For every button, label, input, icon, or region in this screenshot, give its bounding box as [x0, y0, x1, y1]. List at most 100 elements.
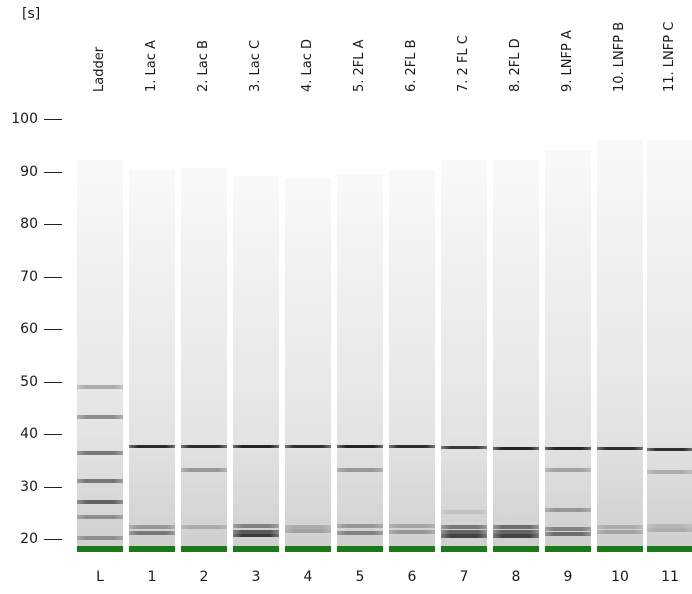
lower-marker-band	[389, 546, 435, 553]
gel-band	[441, 533, 487, 538]
gel-band	[647, 524, 692, 529]
y-tick-mark	[44, 224, 62, 225]
y-tick-label: 100	[11, 111, 38, 127]
lane-label: 4. Lac D	[300, 38, 315, 92]
gel-band	[389, 524, 435, 529]
gel-band	[337, 467, 383, 472]
gel-band	[233, 445, 279, 449]
y-tick-label: 30	[20, 478, 38, 495]
lane-label: 7. 2 FL C	[456, 35, 471, 92]
gel-band	[233, 534, 279, 538]
gel-band	[441, 445, 487, 449]
lower-marker-band	[597, 546, 643, 553]
lane-number: 11	[661, 569, 679, 585]
gel-band	[337, 445, 383, 449]
lower-marker-band	[337, 546, 383, 553]
lower-marker-band	[129, 546, 175, 553]
gel-band	[493, 533, 539, 538]
lower-marker-band	[441, 546, 487, 553]
y-tick-label: 80	[20, 216, 38, 232]
lane-number: L	[96, 569, 104, 585]
gel-band	[647, 469, 692, 474]
gel-band	[181, 525, 227, 530]
y-tick-mark	[44, 276, 62, 278]
gel-band	[337, 530, 383, 535]
lane-label: 2. Lac B	[196, 40, 211, 92]
lane-number: 2	[199, 569, 209, 585]
gel-band	[545, 526, 591, 531]
gel-band	[647, 448, 692, 452]
gel-band	[493, 529, 539, 534]
y-tick-mark	[44, 119, 62, 120]
gel-band	[597, 529, 643, 534]
y-tick-label: 70	[20, 268, 38, 285]
gel-band	[77, 499, 123, 504]
gel-band	[77, 415, 123, 420]
y-tick-label: 90	[20, 163, 38, 180]
gel-band	[389, 445, 435, 449]
lane-number: 1	[147, 569, 157, 585]
lane-label: 8. 2FL D	[508, 38, 523, 92]
lane-label: 11. LNFP C	[662, 21, 677, 92]
gel-band	[441, 509, 487, 514]
y-tick-mark	[44, 381, 62, 383]
gel-band	[181, 445, 227, 449]
gel-band	[285, 524, 331, 529]
lane-number: 5	[355, 569, 365, 585]
gel-lane	[129, 170, 175, 553]
lower-marker-band	[493, 546, 539, 553]
gel-band	[77, 478, 123, 483]
gel-band	[285, 445, 331, 449]
gel-band	[545, 531, 591, 536]
gel-band	[285, 529, 331, 534]
lower-marker-band	[647, 546, 692, 553]
gel-lane	[597, 140, 643, 553]
lane-label: 10. LNFP B	[612, 21, 627, 92]
lane-number: 6	[407, 569, 417, 585]
gel-lane	[647, 140, 692, 553]
lower-marker-band	[285, 546, 331, 553]
lower-marker-band	[77, 546, 123, 553]
lane-number: 8	[511, 569, 521, 585]
gel-band	[233, 523, 279, 528]
gel-band	[441, 524, 487, 529]
lane-label: 9. LNFP A	[560, 30, 575, 92]
gel-band	[597, 447, 643, 451]
y-tick-mark	[44, 486, 62, 488]
y-tick-label: 20	[20, 531, 38, 547]
gel-band	[493, 524, 539, 529]
gel-lane	[441, 160, 487, 553]
gel-lane	[285, 178, 331, 553]
gel-lane	[493, 160, 539, 553]
gel-lane	[233, 176, 279, 553]
gel-band	[545, 447, 591, 451]
gel-band	[233, 529, 279, 534]
lane-number: 3	[251, 569, 261, 585]
gel-lane	[181, 168, 227, 553]
gel-lane	[545, 150, 591, 553]
lane-label: 3. Lac C	[248, 39, 263, 92]
lane-label: Ladder	[92, 46, 107, 92]
lower-marker-band	[181, 546, 227, 553]
gel-band	[129, 445, 175, 449]
y-tick-mark	[44, 539, 62, 540]
y-tick-mark	[44, 329, 62, 330]
lower-marker-band	[233, 546, 279, 553]
gel-band	[545, 508, 591, 513]
lane-number: 4	[303, 569, 313, 585]
lane-number: 7	[459, 569, 469, 585]
gel-band	[493, 447, 539, 451]
gel-band	[129, 524, 175, 529]
lane-number: 10	[611, 569, 629, 585]
gel-band	[597, 524, 643, 529]
gel-lane	[337, 174, 383, 553]
lane-number: 9	[563, 569, 573, 585]
gel-band	[389, 530, 435, 535]
gel-band	[77, 451, 123, 456]
gel-band	[77, 515, 123, 520]
gel-band	[181, 467, 227, 472]
gel-lane	[77, 160, 123, 553]
y-tick-label: 40	[20, 426, 38, 442]
gel-band	[77, 385, 123, 390]
